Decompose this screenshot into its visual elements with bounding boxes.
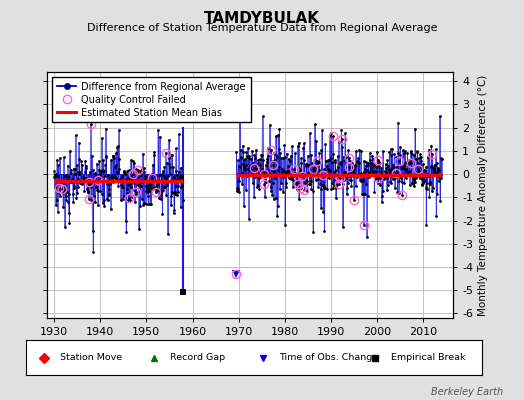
Text: Berkeley Earth: Berkeley Earth — [431, 387, 503, 397]
Text: Station Move: Station Move — [60, 353, 123, 362]
Legend: Difference from Regional Average, Quality Control Failed, Estimated Station Mean: Difference from Regional Average, Qualit… — [52, 77, 250, 122]
Text: Time of Obs. Change: Time of Obs. Change — [279, 353, 378, 362]
Y-axis label: Monthly Temperature Anomaly Difference (°C): Monthly Temperature Anomaly Difference (… — [477, 74, 487, 316]
Text: Empirical Break: Empirical Break — [391, 353, 465, 362]
Text: Difference of Station Temperature Data from Regional Average: Difference of Station Temperature Data f… — [87, 23, 437, 33]
Text: Record Gap: Record Gap — [170, 353, 225, 362]
Text: TAMDYBULAK: TAMDYBULAK — [204, 11, 320, 26]
